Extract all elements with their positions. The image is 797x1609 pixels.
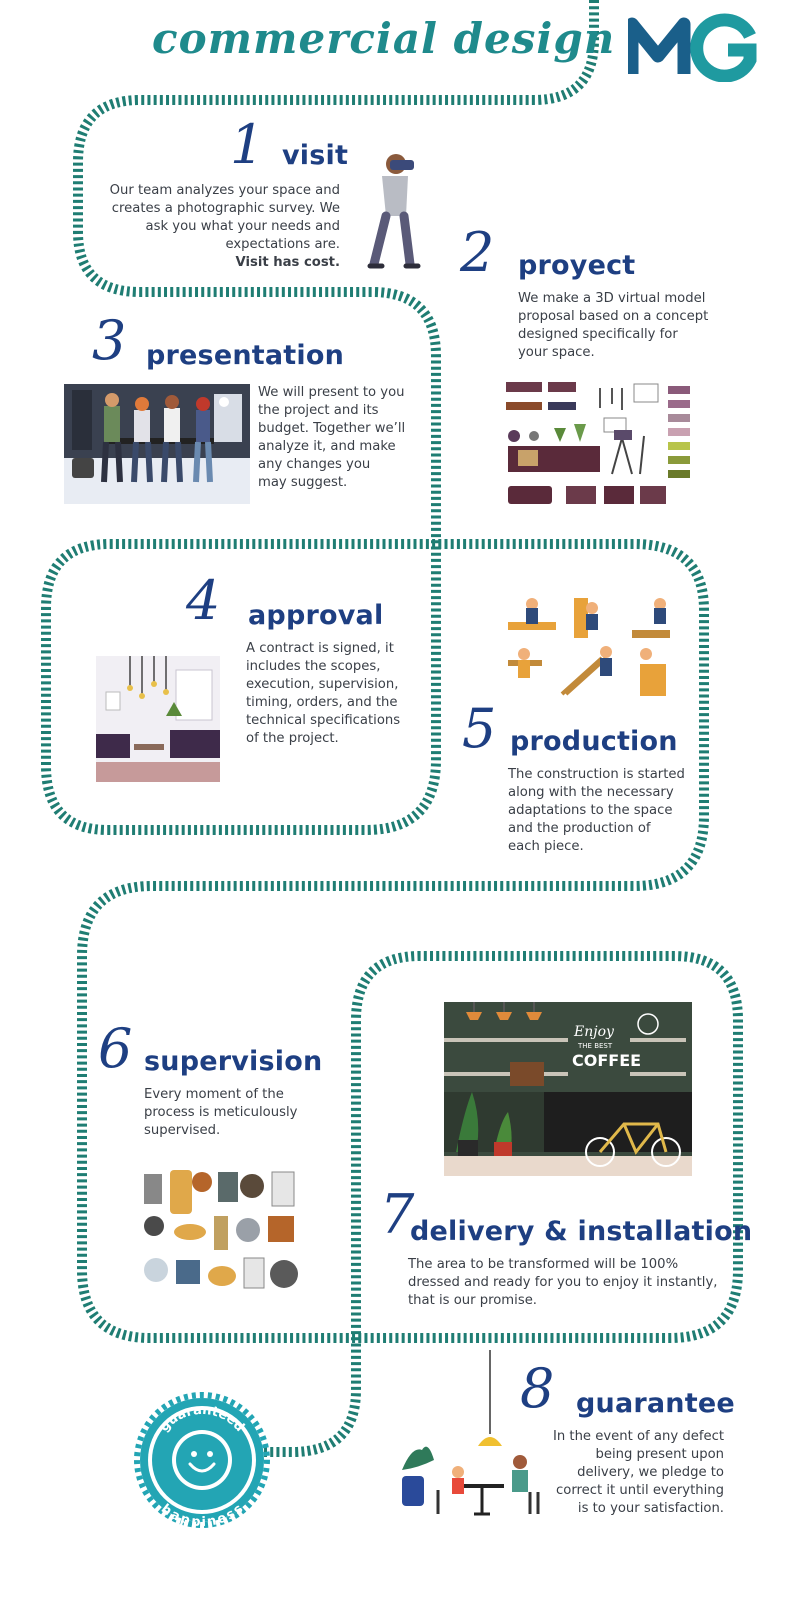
step-3-title: presentation	[146, 340, 345, 371]
step-6-number: 6	[98, 1017, 133, 1080]
step-7-line: that is our promise.	[408, 1293, 537, 1308]
step-4-line: timing, orders, and the	[246, 695, 398, 710]
step-4-description: A contract is signed, it includes the sc…	[246, 640, 426, 748]
step-4-line: of the project.	[246, 731, 339, 746]
step-2-line: proposal based on a concept	[518, 309, 709, 324]
cafe-sign-line3: COFFEE	[572, 1051, 641, 1070]
step-3-line: budget. Together we’ll	[258, 421, 406, 436]
step-8-description: In the event of any defect being present…	[540, 1428, 724, 1518]
step-3-number: 3	[92, 309, 127, 372]
step-5-description: The construction is started along with t…	[508, 766, 708, 856]
step-7-title: delivery & installation	[410, 1216, 753, 1247]
step-5-line: The construction is started	[508, 767, 685, 782]
step-2-line: your space.	[518, 345, 595, 360]
mc-logo-icon	[625, 13, 757, 83]
step-1-line: creates a photographic survey. We	[111, 201, 340, 216]
step-8-line: In the event of any defect	[552, 1429, 724, 1444]
step-6-title: supervision	[144, 1046, 323, 1077]
cafe-sign-line1: Enjoy	[573, 1024, 615, 1040]
step-1-emphasis: Visit has cost.	[235, 255, 340, 270]
step-8-title: guarantee	[576, 1388, 735, 1419]
step-3-line: analyze it, and make	[258, 439, 396, 454]
step-2-number: 2	[460, 221, 495, 284]
step-4-line: A contract is signed, it	[246, 641, 394, 656]
step-7-number: 7	[380, 1183, 415, 1246]
step-7-description: The area to be transformed will be 100% …	[408, 1256, 728, 1310]
office-meeting-illustration	[64, 384, 250, 504]
step-2-line: designed specifically for	[518, 327, 678, 342]
step-1-number: 1	[230, 113, 265, 176]
brand-logo[interactable]	[625, 10, 760, 96]
step-2-title: proyect	[518, 250, 636, 281]
step-3-line: may suggest.	[258, 475, 348, 490]
cafe-sign: Enjoy THE BEST COFFEE	[572, 1024, 641, 1070]
page-title: commercial design	[152, 14, 616, 63]
step-2-description: We make a 3D virtual model proposal base…	[518, 290, 738, 362]
step-3-line: any changes you	[258, 457, 371, 472]
step-1-title: visit	[282, 140, 349, 171]
step-8-line: is to your satisfaction.	[577, 1501, 724, 1516]
step-5-title: production	[510, 726, 678, 757]
step-4-line: includes the scopes,	[246, 659, 381, 674]
step-2-line: We make a 3D virtual model	[518, 291, 706, 306]
step-4-line: execution, supervision,	[246, 677, 399, 692]
step-5-line: each piece.	[508, 839, 584, 854]
step-8-line: delivery, we pledge to	[577, 1465, 724, 1480]
dining-scene-illustration	[402, 1350, 540, 1516]
cafe-sign-line2: THE BEST	[577, 1042, 613, 1050]
step-8-line: being present upon	[595, 1447, 724, 1462]
step-6-description: Every moment of the process is meticulou…	[144, 1086, 344, 1140]
kitchen-tools-illustration	[144, 1170, 298, 1289]
step-3-line: We will present to you	[258, 385, 405, 400]
step-3-line: the project and its	[258, 403, 379, 418]
step-5-line: and the production of	[508, 821, 651, 836]
step-8-number: 8	[520, 1357, 555, 1420]
furniture-kit-illustration	[506, 382, 690, 504]
step-1-line: ask you what your needs and	[145, 219, 340, 234]
step-4-line: technical specifications	[246, 713, 401, 728]
step-4-title: approval	[248, 600, 384, 631]
step-7-line: The area to be transformed will be 100%	[408, 1257, 679, 1272]
cafe-interior-illustration: Enjoy THE BEST COFFEE	[444, 1002, 692, 1176]
builders-illustration	[508, 598, 670, 696]
step-3-description: We will present to you the project and i…	[258, 384, 428, 492]
living-room-illustration	[96, 656, 220, 782]
step-5-line: along with the necessary	[508, 785, 674, 800]
step-6-line: Every moment of the	[144, 1087, 284, 1102]
step-6-line: supervised.	[144, 1123, 221, 1138]
step-5-number: 5	[462, 697, 497, 760]
step-4-number: 4	[186, 569, 221, 632]
step-7-line: dressed and ready for you to enjoy it in…	[408, 1275, 718, 1290]
step-6-line: process is meticulously	[144, 1105, 298, 1120]
photographer-illustration	[367, 154, 421, 269]
step-1-line: Our team analyzes your space and	[109, 183, 340, 198]
guaranteed-happiness-badge: guaranteed happiness	[134, 1392, 270, 1528]
step-1-description: Our team analyzes your space and creates…	[96, 182, 340, 272]
step-1-line: expectations are.	[225, 237, 340, 252]
step-5-line: adaptations to the space	[508, 803, 673, 818]
step-8-line: correct it until everything	[556, 1483, 724, 1498]
